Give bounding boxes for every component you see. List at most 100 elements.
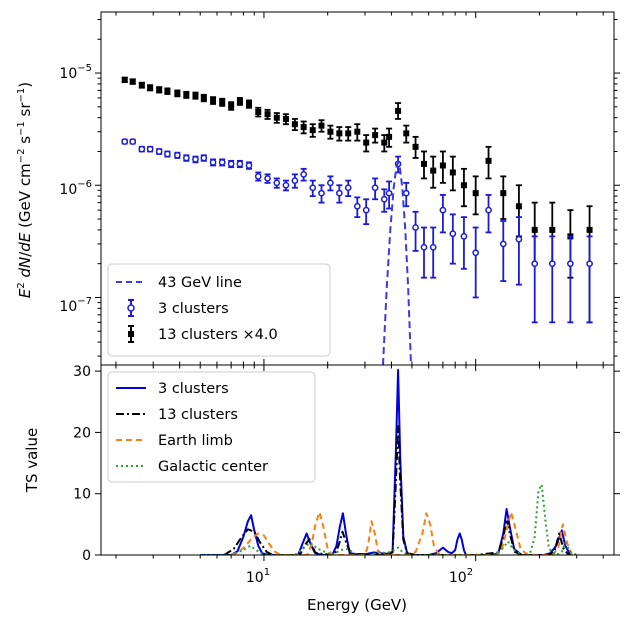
point-3-clusters (192, 156, 199, 163)
ytick-label-1e-7: 10−7 (59, 296, 92, 315)
point-13-clusters (515, 203, 522, 210)
ts-panel: 0 10 20 30 101 102 Energy (GeV) TS value 3 … (23, 364, 620, 614)
bottom-xlabel: Energy (GeV) (307, 596, 407, 614)
point-13-clusters (200, 94, 207, 101)
legend-label-ts-13-clusters: 13 clusters (158, 407, 238, 423)
ts-curve-13-clusters (223, 425, 570, 555)
bottom-ytick-label: 30 (73, 364, 91, 380)
spectrum-data (121, 76, 593, 365)
point-13-clusters (138, 82, 145, 89)
point-13-clusters (264, 111, 271, 118)
top-ylabel: E2 dN/dE (GeV cm−2 s−1 sr−1) (16, 82, 34, 298)
point-13-clusters (386, 133, 393, 140)
point-13-clusters (336, 130, 343, 137)
point-3-clusters (155, 148, 163, 155)
point-13-clusters (586, 226, 593, 233)
legend-label-13-clusters: 13 clusters ×4.0 (158, 327, 278, 343)
xtick-label-100: 102 (449, 567, 473, 586)
point-13-clusters (354, 128, 361, 135)
point-13-clusters (236, 98, 243, 105)
point-13-clusters (210, 97, 217, 104)
point-3-clusters (531, 260, 539, 268)
point-3-clusters (300, 171, 308, 178)
bottom-ytick-label: 20 (73, 425, 91, 441)
bottom-ylabel: TS value (23, 428, 41, 493)
point-3-clusters (236, 160, 244, 168)
point-3-clusters (309, 184, 317, 192)
ts-curve-galactic-center (200, 483, 578, 555)
legend-label-earth-limb: Earth limb (158, 433, 233, 449)
spectrum-panel: 10−5 10−6 10−7 E2 dN/dE (GeV cm−2 s−1 sr… (16, 11, 620, 366)
point-13-clusters (460, 182, 467, 189)
ytick-label-1e-5: 10−5 (59, 63, 92, 82)
point-3-clusters (174, 151, 181, 159)
legend-swatch-3-clusters (127, 299, 135, 317)
point-13-clusters (449, 169, 456, 176)
point-13-clusters (345, 130, 352, 137)
point-13-clusters (282, 115, 289, 122)
ytick-label-1e-6: 10−6 (59, 179, 92, 198)
bottom-ytick-label: 10 (73, 487, 91, 503)
point-3-clusters (273, 179, 281, 187)
point-13-clusters (531, 226, 538, 233)
point-3-clusters (567, 260, 574, 268)
point-3-clusters (485, 206, 492, 214)
point-3-clusters (138, 145, 146, 153)
bottom-ticks: 0 10 20 30 (73, 364, 620, 564)
point-3-clusters (146, 145, 154, 153)
point-13-clusters (121, 76, 128, 83)
point-13-clusters (309, 127, 316, 134)
point-13-clusters (300, 124, 307, 131)
point-13-clusters (372, 132, 379, 139)
point-3-clusters (209, 158, 217, 166)
point-13-clusters (291, 121, 298, 128)
point-13-clusters (403, 130, 410, 137)
point-13-clusters (485, 157, 492, 164)
point-13-clusters (183, 91, 190, 98)
point-3-clusters (439, 206, 447, 214)
bottom-ytick-label: 0 (82, 548, 91, 564)
point-13-clusters (228, 102, 235, 109)
point-13-clusters (472, 190, 479, 197)
point-13-clusters (500, 190, 507, 197)
point-3-clusters (515, 235, 523, 243)
point-3-clusters (254, 173, 262, 180)
bottom-legend: 3 clusters 13 clusters Earth limb Galact… (107, 371, 316, 483)
legend-label-galactic-center: Galactic center (158, 459, 268, 475)
point-3-clusters (327, 179, 334, 187)
legend-label-ts-3-clusters: 3 clusters (158, 381, 229, 397)
point-13-clusters (439, 162, 446, 169)
point-13-clusters (549, 226, 556, 233)
point-13-clusters (412, 143, 419, 150)
point-13-clusters (395, 107, 402, 114)
point-13-clusters (273, 114, 280, 121)
point-3-clusters (129, 138, 137, 145)
point-13-clusters (174, 90, 181, 97)
top-legend: 43 GeV line 3 clusters 13 clusters ×4.0 (107, 263, 331, 357)
point-3-clusters (182, 154, 190, 162)
point-3-clusters (402, 189, 410, 197)
point-13-clusters (246, 100, 253, 107)
point-3-clusters (121, 138, 129, 145)
point-13-clusters (420, 160, 427, 167)
point-13-clusters (255, 108, 262, 115)
point-3-clusters (344, 184, 352, 192)
point-3-clusters (380, 195, 388, 203)
point-13-clusters (318, 122, 325, 129)
point-3-clusters (499, 240, 507, 248)
point-3-clusters (362, 206, 370, 214)
point-3-clusters (218, 158, 226, 166)
point-3-clusters (460, 233, 468, 240)
point-3-clusters (586, 260, 593, 268)
point-13-clusters (363, 139, 370, 146)
point-3-clusters (200, 154, 208, 162)
point-3-clusters (282, 181, 290, 189)
point-3-clusters (429, 243, 437, 251)
bottom-axes-frame (100, 364, 615, 556)
point-3-clusters (245, 162, 253, 169)
line-43gev (382, 159, 412, 365)
point-13-clusters (164, 88, 171, 95)
point-3-clusters (385, 189, 393, 197)
ts-data (200, 368, 578, 555)
